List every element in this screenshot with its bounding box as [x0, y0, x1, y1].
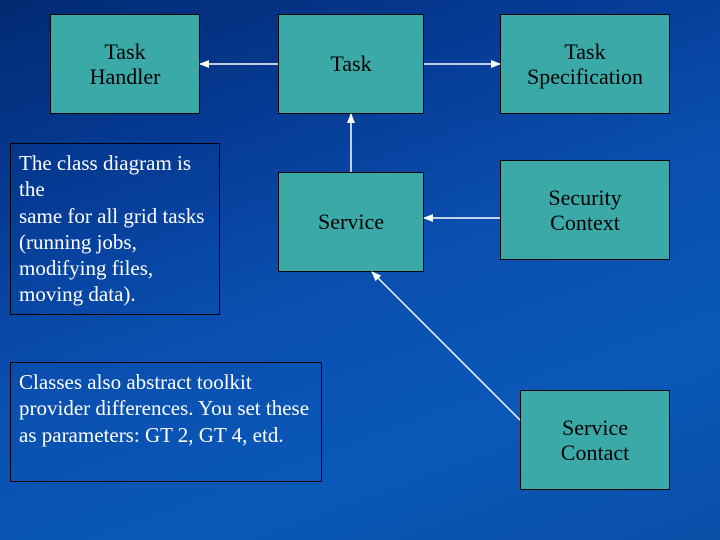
node-security-context: SecurityContext [500, 160, 670, 260]
node-label: TaskHandler [90, 39, 161, 90]
node-label: TaskSpecification [527, 39, 643, 90]
node-label: Task [330, 51, 371, 76]
diagram-canvas: TaskHandler Task TaskSpecification Servi… [0, 0, 720, 540]
description-text: The class diagram is thesame for all gri… [19, 151, 204, 306]
node-label: SecurityContext [548, 185, 621, 236]
node-label: Service [318, 209, 384, 234]
node-service-contact: ServiceContact [520, 390, 670, 490]
description-box-1: The class diagram is thesame for all gri… [10, 143, 220, 315]
node-service: Service [278, 172, 424, 272]
description-text: Classes also abstract toolkit provider d… [19, 370, 309, 447]
node-task: Task [278, 14, 424, 114]
node-task-handler: TaskHandler [50, 14, 200, 114]
node-label: ServiceContact [561, 415, 629, 466]
edge [372, 272, 520, 420]
description-box-2: Classes also abstract toolkit provider d… [10, 362, 322, 482]
node-task-specification: TaskSpecification [500, 14, 670, 114]
